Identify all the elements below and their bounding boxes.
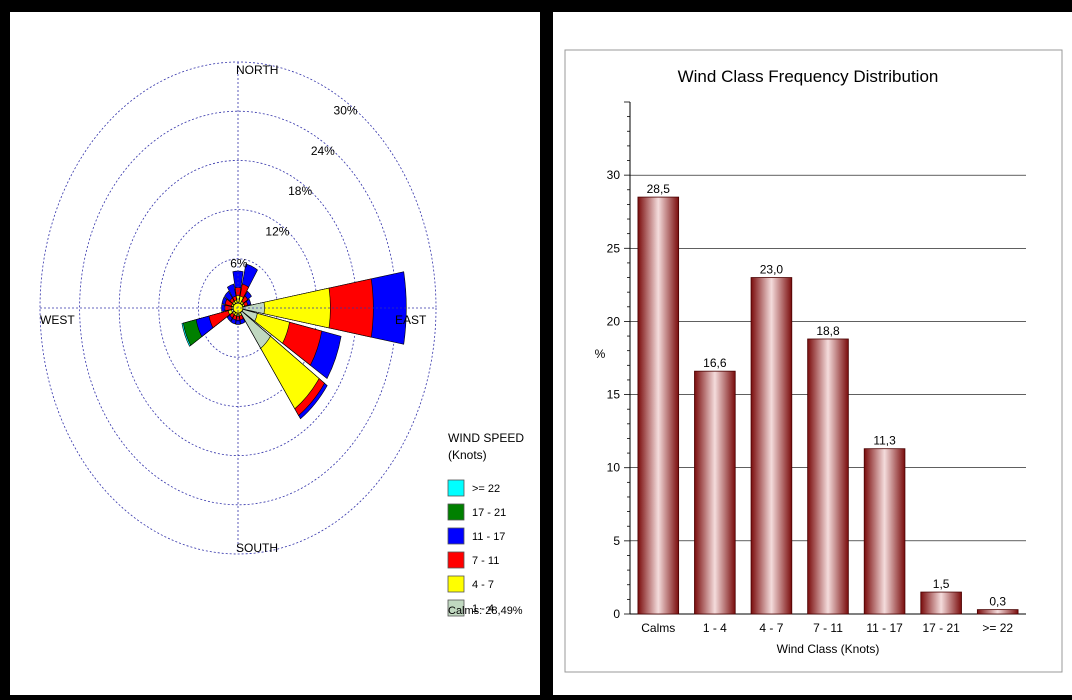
y-tick-label: 30	[607, 168, 621, 182]
y-tick-label: 15	[607, 388, 621, 402]
y-tick-label: 25	[607, 241, 621, 255]
legend-swatch	[447, 503, 465, 521]
legend-swatch	[447, 527, 465, 545]
wind-rose-panel: NORTH EAST SOUTH WEST 6% 12% 18% 24% 30% WIN…	[10, 12, 540, 695]
rose-petal-segment	[208, 308, 236, 329]
legend-swatch	[447, 575, 465, 593]
legend-label: 11 - 17	[472, 531, 505, 543]
x-axis-label: Wind Class (Knots)	[777, 642, 880, 656]
rose-petal-segment	[239, 310, 271, 349]
rose-petal-segment	[238, 295, 244, 305]
legend-swatch	[447, 479, 465, 497]
ring-label: 6%	[230, 257, 248, 271]
ring-label: 30%	[334, 103, 358, 117]
legend-label: >= 22	[472, 483, 500, 495]
bar	[637, 196, 680, 615]
legend-label: 17 - 21	[472, 507, 506, 519]
rose-petal-segment	[241, 287, 331, 329]
x-tick-label: Calms	[641, 621, 675, 635]
bar-value-label: 18,8	[816, 324, 840, 338]
x-tick-label: 17 - 21	[922, 621, 960, 635]
compass-west-label: WEST	[40, 313, 75, 327]
x-tick-label: >= 22	[982, 621, 1013, 635]
chart-title: Wind Class Frequency Distribution	[678, 67, 939, 86]
y-tick-label: 20	[607, 314, 621, 328]
y-tick-label: 5	[613, 534, 620, 548]
calms-label: Calms: 28,49%	[448, 605, 523, 617]
bar	[976, 609, 1019, 615]
x-tick-label: 11 - 17	[866, 621, 903, 635]
compass-north-label: NORTH	[236, 63, 278, 77]
y-tick-label: 0	[613, 607, 620, 621]
ring-label: 12%	[265, 224, 289, 238]
bar-value-label: 11,3	[873, 434, 896, 448]
wind-class-bar-chart: Wind Class Frequency Distribution 28,5 16…	[564, 49, 1063, 673]
bar-value-label: 1,5	[933, 577, 950, 591]
legend-subtitle: (Knots)	[448, 448, 487, 462]
x-tick-label: 4 - 7	[759, 621, 783, 635]
bar	[807, 338, 849, 615]
rose-petal-segment	[240, 308, 258, 322]
ring-label: 18%	[288, 184, 312, 198]
wind-rose-chart: NORTH EAST SOUTH WEST 6% 12% 18% 24% 30% WIN…	[39, 61, 524, 617]
legend-label: 1 - 4	[472, 603, 494, 615]
x-tick-label: 1 - 4	[703, 621, 727, 635]
bar-value-label: 28,5	[647, 182, 671, 196]
bar-value-label: 23,0	[760, 263, 784, 277]
ring-label: 24%	[311, 144, 335, 158]
legend-label: 4 - 7	[472, 579, 494, 591]
bar	[694, 370, 736, 615]
compass-east-label: EAST	[395, 313, 427, 327]
bar-value-label: 0,3	[989, 595, 1006, 609]
y-axis-label: %	[595, 347, 606, 361]
bar-chart-panel: Wind Class Frequency Distribution 28,5 16…	[553, 12, 1072, 695]
x-tick-label: 7 - 11	[813, 621, 843, 635]
bar	[920, 591, 962, 615]
bar	[750, 277, 793, 615]
legend-swatch	[447, 599, 465, 617]
compass-south-label: SOUTH	[236, 541, 278, 555]
bar	[863, 448, 906, 615]
legend-swatch	[447, 551, 465, 569]
legend-label: 7 - 11	[472, 555, 499, 567]
y-tick-label: 10	[607, 461, 621, 475]
bar-value-label: 16,6	[703, 356, 727, 370]
legend-title: WIND SPEED	[448, 431, 524, 445]
